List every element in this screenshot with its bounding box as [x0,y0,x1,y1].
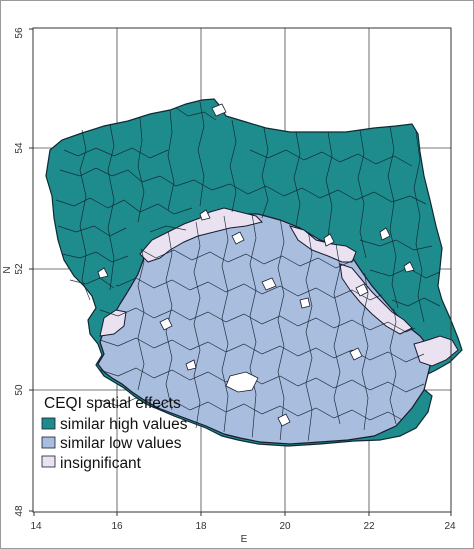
legend-item-similar-high: similar high values [41,416,188,433]
legend-swatch-high [41,417,56,430]
y-axis: 48 50 52 54 56 N [2,27,33,517]
y-tick-label: 52 [14,263,25,275]
y-axis-title: N [2,266,13,273]
plot-border [32,27,452,513]
legend-swatch-low [41,436,56,449]
legend-item-similar-low: similar low values [41,435,182,452]
x-tick-label: 24 [444,521,456,532]
y-tick-label: 48 [14,505,25,517]
legend-label-low: similar low values [60,435,182,452]
legend-swatch-insignificant [41,455,56,468]
y-tick-label: 56 [14,27,25,39]
x-axis-title: E [241,534,248,545]
x-tick-label: 14 [30,521,42,532]
legend: CEQI spatial effects similar high values… [41,395,188,472]
legend-label-high: similar high values [60,416,188,433]
axes [32,27,452,513]
x-tick-label: 22 [363,521,375,532]
x-tick-label: 18 [195,521,207,532]
x-tick-label: 16 [111,521,123,532]
y-tick-label: 54 [14,142,25,154]
legend-label-insignificant: insignificant [60,455,142,472]
x-axis: 14 16 18 20 22 24 E [30,512,456,545]
district-borders-low [99,213,425,441]
x-tick-label: 20 [279,521,291,532]
y-tick-label: 50 [14,384,25,396]
district-borders [55,101,441,323]
legend-title: CEQI spatial effects [44,395,181,412]
legend-item-insignificant: insignificant [41,455,142,472]
region-insignificant [99,207,459,367]
city-enclaves [97,103,415,427]
